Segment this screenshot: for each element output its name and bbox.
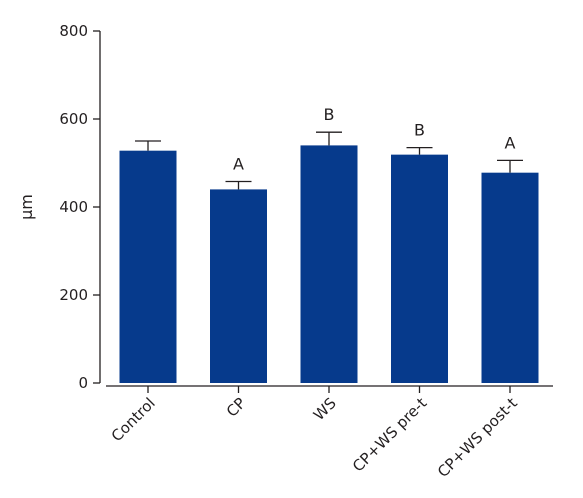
significance-label: A: [505, 133, 516, 152]
bar-cp-ws-pre-t: [391, 154, 448, 383]
bar-control: [119, 150, 177, 383]
x-category-label: CP+WS pre-t: [349, 394, 430, 475]
y-tick-label: 400: [59, 198, 88, 216]
y-tick-label: 600: [59, 110, 88, 128]
bars: A B B A: [119, 105, 539, 383]
y-tick-label: 0: [78, 374, 88, 392]
x-category-label: WS: [310, 394, 340, 424]
bar-cp-ws-post-t: [481, 172, 539, 383]
x-category-label: Control: [108, 394, 159, 445]
significance-label: A: [233, 154, 244, 173]
y-tick-label: 800: [59, 22, 88, 40]
y-axis-ticks: 0 200 400 600 800: [59, 22, 100, 392]
x-category-label: CP+WS post-t: [434, 394, 521, 481]
significance-label: B: [414, 121, 425, 140]
significance-label: B: [324, 105, 335, 124]
y-tick-label: 200: [59, 286, 88, 304]
y-axis-title: μm: [17, 194, 36, 220]
x-axis-labels: Control CP WS CP+WS pre-t CP+WS post-t: [108, 386, 521, 481]
bar-cp: [210, 189, 267, 383]
x-category-label: CP: [223, 394, 250, 421]
bar-ws: [300, 145, 358, 383]
